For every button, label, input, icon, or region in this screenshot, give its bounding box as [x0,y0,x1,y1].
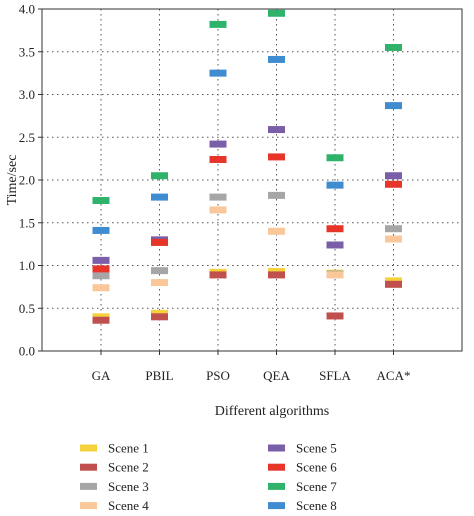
data-point [209,271,227,279]
data-point [209,155,227,163]
data-point [326,312,344,320]
y-tick-label: 2.0 [19,173,35,188]
legend-swatch [80,463,97,471]
series-5 [92,126,402,264]
legend-label: Scene 7 [296,479,337,494]
legend-swatch [80,502,97,510]
data-point [209,69,227,77]
data-point [385,172,402,180]
data-point [92,226,110,234]
x-tick-label: PSO [206,368,230,383]
y-tick-label: 1.0 [19,258,35,273]
data-point [326,225,344,233]
legend-item: Scene 4 [80,498,149,513]
data-point [385,102,402,110]
data-point [92,272,110,280]
y-tick-label: 0.5 [19,301,35,316]
y-tick-label: 3.0 [19,87,35,102]
data-point [92,197,110,205]
legend-item: Scene 5 [268,441,337,456]
data-point [209,140,227,148]
series-3 [92,191,402,280]
data-point [151,267,168,275]
data-point [209,20,227,28]
legend-swatch [268,463,285,471]
data-point [92,265,110,273]
legend: Scene 1 Scene 2 Scene 3 Scene 4 Scene 5 Scene… [80,441,337,513]
legend-swatch [268,444,285,452]
y-axis: 0.0 0.5 1.0 1.5 2.0 2.5 3.0 3.5 4.0 [19,2,42,359]
data-point [385,43,402,51]
series-4 [92,206,402,292]
data-point [268,126,285,134]
data-point [268,55,285,63]
legend-swatch [80,482,97,490]
x-axis-label: Different algorithms [215,404,329,419]
grid-lines [42,8,462,352]
data-point [209,206,227,214]
legend-label: Scene 3 [108,479,149,494]
legend-label: Scene 1 [108,441,149,456]
data-point [326,241,344,249]
data-point [326,181,344,189]
data-point [268,271,285,279]
legend-item: Scene 7 [268,479,337,494]
data-point [326,154,344,162]
data-point [385,235,402,243]
legend-swatch [80,444,97,452]
data-marks [92,9,402,324]
series-8 [92,55,402,234]
x-tick-label: SFLA [319,368,351,383]
x-axis: GA PBIL PSO QEA SFLA ACA* [92,351,411,383]
data-point [268,153,285,161]
legend-label: Scene 2 [108,460,149,475]
data-point [92,256,110,264]
data-point [209,193,227,201]
x-tick-label: QEA [263,368,290,383]
data-point [385,280,402,288]
series-7 [92,9,402,205]
series-6 [92,153,402,273]
data-point [92,316,110,324]
data-point [151,172,168,180]
data-point [151,193,168,201]
data-point [268,227,285,235]
data-point [151,279,168,287]
legend-swatch [268,502,285,510]
y-tick-label: 3.5 [19,44,35,59]
data-point [268,9,285,17]
series-2 [92,271,402,324]
series-1 [92,267,402,321]
legend-label: Scene 4 [108,498,149,513]
y-tick-label: 2.5 [19,130,35,145]
legend-swatch [268,482,285,490]
y-tick-label: 4.0 [19,2,35,17]
legend-label: Scene 8 [296,498,337,513]
y-tick-label: 1.5 [19,215,35,230]
data-point [326,271,344,279]
y-axis-label: Time/sec [5,155,20,206]
legend-item: Scene 1 [80,441,149,456]
data-point [151,238,168,246]
legend-item: Scene 3 [80,479,149,494]
legend-item: Scene 6 [268,460,337,475]
x-tick-label: ACA* [377,368,411,383]
x-tick-label: PBIL [145,368,173,383]
data-point [268,191,285,199]
data-point [385,225,402,233]
legend-label: Scene 5 [296,441,337,456]
data-point [385,180,402,188]
y-tick-label: 0.0 [19,344,35,359]
legend-item: Scene 2 [80,460,149,475]
data-point [151,313,168,321]
legend-label: Scene 6 [296,460,337,475]
x-tick-label: GA [92,368,111,383]
legend-item: Scene 8 [268,498,337,513]
data-point [92,284,110,292]
